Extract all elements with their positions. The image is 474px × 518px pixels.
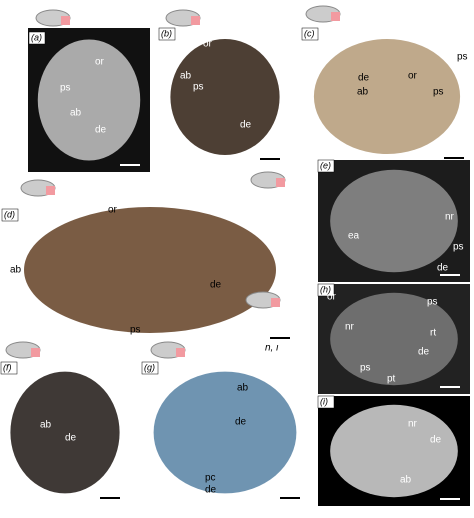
region-highlight (31, 348, 40, 357)
annotation: de (205, 485, 217, 496)
panel-label: (h) (320, 284, 331, 294)
annotation: de (210, 280, 222, 291)
annotation: or (95, 57, 105, 68)
annotation: de (235, 417, 247, 428)
specimen (153, 371, 297, 494)
panel-label-box (317, 395, 335, 409)
annotation: de (95, 125, 107, 136)
region-highlight (176, 348, 185, 357)
scale-bar (270, 337, 290, 339)
annotation: ea (348, 231, 360, 242)
specimen (330, 169, 458, 273)
specimen (10, 371, 120, 494)
annotation: pt (387, 374, 396, 385)
scale-bar (440, 274, 460, 276)
panel-label-box (28, 31, 46, 45)
panel-label-box (317, 283, 335, 297)
specimen (313, 38, 461, 155)
annotation: ab (10, 265, 22, 276)
annotation: ab (70, 108, 82, 119)
annotation: ab (237, 383, 249, 394)
panel-label-box (0, 361, 18, 375)
specimen (170, 39, 280, 155)
annotation: ab (400, 475, 412, 486)
annotation: or (108, 205, 118, 216)
panel-label: (a) (31, 32, 42, 42)
scale-bar (100, 497, 120, 499)
panel-label-box (158, 27, 176, 41)
scale-bar (260, 158, 280, 160)
annotation: or (203, 39, 213, 50)
annotation: ab (180, 71, 192, 82)
annotation: nr (345, 322, 355, 333)
region-highlight (46, 186, 55, 195)
annotation: de (65, 433, 77, 444)
annotation: ps (427, 297, 438, 308)
specimen (24, 207, 276, 333)
region-highlight (271, 298, 280, 307)
annotation: ab (357, 87, 369, 98)
annotation: de (437, 263, 449, 274)
panel-label-box (1, 208, 19, 222)
scale-bar (280, 497, 300, 499)
panel-label: (f) (3, 362, 12, 372)
panel-label: (i) (320, 396, 328, 406)
specimen (330, 292, 458, 386)
scale-bar (440, 498, 460, 500)
annotation: or (408, 71, 418, 82)
panel-label: (g) (144, 362, 155, 372)
annotation: de (430, 435, 442, 446)
panel-label-box (317, 159, 335, 173)
region-highlight (276, 178, 285, 187)
specimen (330, 404, 458, 498)
panel-label: (e) (320, 160, 331, 170)
region-highlight (331, 12, 340, 21)
annotation: or (327, 292, 337, 303)
annotation: de (240, 120, 252, 131)
annotation: ps (457, 52, 468, 63)
annotation: ps (130, 325, 141, 336)
annotation: ps (193, 82, 204, 93)
panel-label-box (141, 361, 159, 375)
scale-bar (440, 386, 460, 388)
region-highlight (61, 16, 70, 25)
annotation: de (358, 73, 370, 84)
inset-label: h, i (265, 343, 279, 354)
scale-bar (120, 164, 140, 166)
annotation: rt (430, 328, 436, 339)
panel-label-box (301, 27, 319, 41)
annotation: ps (453, 242, 464, 253)
annotation: ps (360, 363, 371, 374)
panel-label: (d) (4, 209, 15, 219)
region-highlight (191, 16, 200, 25)
annotation: ps (60, 83, 71, 94)
panel-label: (b) (161, 28, 172, 38)
panel-label: (c) (304, 28, 315, 38)
annotation: ps (433, 87, 444, 98)
annotation: pc (205, 473, 216, 484)
annotation: nr (408, 419, 418, 430)
specimen (37, 39, 141, 161)
annotation: nr (445, 212, 455, 223)
annotation: ab (40, 420, 52, 431)
annotation: de (418, 347, 430, 358)
scale-bar (444, 157, 464, 159)
